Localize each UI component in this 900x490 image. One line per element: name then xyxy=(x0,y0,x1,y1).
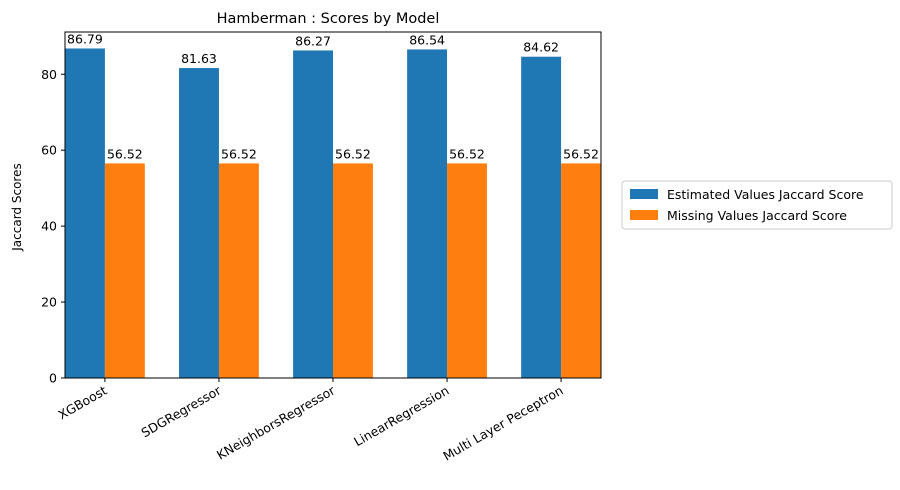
y-tick-label-1: 20 xyxy=(41,295,57,310)
data-label-series2-1: 56.52 xyxy=(221,146,257,161)
data-label-series2-4: 56.52 xyxy=(563,146,599,161)
data-labels-layer: 86.79 81.63 86.27 86.54 84.62 56.52 56.52 56.52… xyxy=(67,31,599,161)
bar-series1-1 xyxy=(179,68,219,378)
legend-label-1: Estimated Values Jaccard Score xyxy=(667,187,864,202)
data-label-series1-4: 84.62 xyxy=(523,40,559,55)
bar-series1-2 xyxy=(293,50,333,378)
data-label-series1-3: 86.54 xyxy=(409,32,445,47)
data-label-series1-0: 86.79 xyxy=(67,31,103,46)
y-axis-label: Jaccard Scores xyxy=(10,163,24,251)
legend-label-2: Missing Values Jaccard Score xyxy=(667,208,847,223)
data-label-series1-2: 86.27 xyxy=(295,33,331,48)
bar-series2-3 xyxy=(447,163,487,378)
bar-series1-0 xyxy=(65,48,105,378)
bar-series2-0 xyxy=(104,163,145,378)
bars-layer xyxy=(65,48,601,379)
bar-series2-1 xyxy=(218,163,259,378)
legend-swatch-2 xyxy=(630,210,658,220)
bar-series1-3 xyxy=(407,49,448,379)
data-label-series2-3: 56.52 xyxy=(449,146,485,161)
y-tick-label-2: 40 xyxy=(41,219,57,234)
legend-swatch-1 xyxy=(630,189,658,199)
x-tick-label-4: Multi Layer Peceptron xyxy=(440,383,565,464)
x-tick-label-2: KNeighborsRegressor xyxy=(214,382,338,462)
legend: Estimated Values Jaccard Score Missing Va… xyxy=(621,180,893,230)
x-tick-label-3: LinearRegression xyxy=(351,383,451,450)
y-tick-label-0: 0 xyxy=(49,371,57,386)
bar-series2-4 xyxy=(561,163,601,378)
bar-series1-4 xyxy=(521,56,562,378)
chart-title: Hamberman : Scores by Model xyxy=(217,11,440,27)
y-tick-label-3: 60 xyxy=(41,143,57,158)
data-label-series1-1: 81.63 xyxy=(181,51,217,66)
y-tick-label-4: 80 xyxy=(41,67,57,82)
x-tick-label-1: SDGRegressor xyxy=(139,382,225,440)
data-label-series2-2: 56.52 xyxy=(335,146,371,161)
data-label-series2-0: 56.52 xyxy=(107,146,143,161)
legend-box xyxy=(621,180,893,230)
bar-series2-2 xyxy=(333,163,373,378)
x-tick-label-0: XGBoost xyxy=(56,383,110,423)
